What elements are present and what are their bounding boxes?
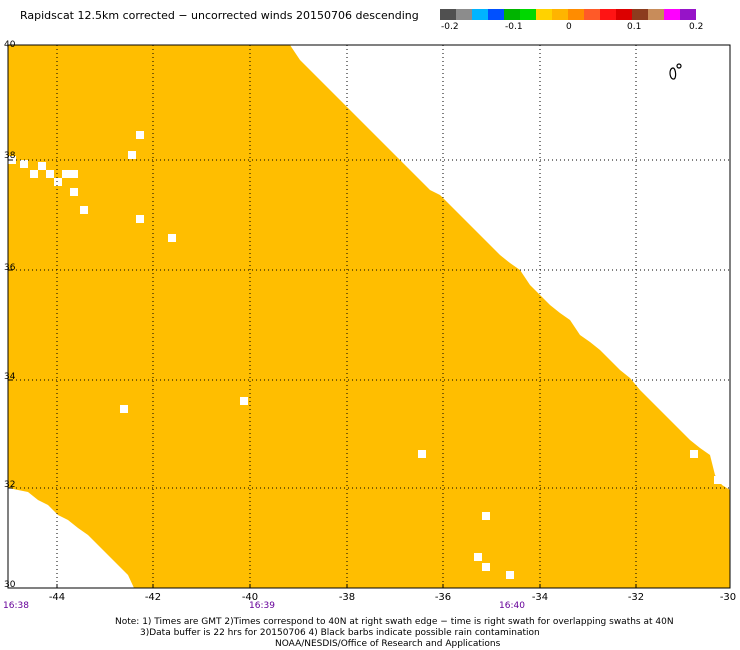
lon-label: -34	[531, 592, 549, 603]
no-data-cell	[46, 170, 54, 178]
colorbar-tick-label: 0	[566, 22, 572, 32]
time-label: 16:39	[249, 601, 275, 611]
land-outline	[669, 63, 682, 80]
colorbar-tick-label: -0.2	[441, 22, 459, 32]
no-data-cell	[30, 170, 38, 178]
lon-label: -38	[338, 592, 356, 603]
no-data-cell	[136, 215, 144, 223]
map-title: Rapidscat 12.5km corrected − uncorrected…	[20, 9, 419, 22]
lon-label: -36	[434, 592, 452, 603]
colorbar-segment	[552, 9, 568, 20]
no-data-cell	[70, 188, 78, 196]
colorbar-segment	[456, 9, 472, 20]
no-data-cell	[128, 151, 136, 159]
lon-label: -32	[627, 592, 645, 603]
no-data-cell	[240, 397, 248, 405]
lat-label: 32	[4, 480, 16, 490]
lon-label: -30	[719, 592, 737, 603]
no-data-cell	[506, 571, 514, 579]
colorbar-segment	[600, 9, 616, 20]
time-label: 16:38	[3, 601, 29, 611]
colorbar-segment	[584, 9, 600, 20]
lat-label: 40	[4, 40, 16, 50]
note-line-1: Note: 1) Times are GMT 2)Times correspon…	[115, 617, 674, 627]
note-line-3: NOAA/NESDIS/Office of Research and Appli…	[275, 639, 501, 649]
note-line-2: 3)Data buffer is 22 hrs for 20150706 4) …	[140, 628, 540, 638]
no-data-cell	[168, 234, 176, 242]
colorbar-tick-label: -0.1	[505, 22, 523, 32]
colorbar-segment	[520, 9, 536, 20]
colorbar-segment	[504, 9, 520, 20]
lon-label: -44	[48, 592, 66, 603]
colorbar-segment	[680, 9, 696, 20]
lat-label: 30	[4, 580, 16, 590]
no-data-cell	[714, 476, 722, 484]
no-data-cell	[474, 553, 482, 561]
no-data-cell	[80, 206, 88, 214]
lon-label: -40	[241, 592, 259, 603]
colorbar-segment	[648, 9, 664, 20]
swath-area	[8, 45, 730, 588]
no-data-cell	[20, 160, 28, 168]
no-data-cell	[38, 162, 46, 170]
colorbar-segment	[472, 9, 488, 20]
no-data-cell	[136, 131, 144, 139]
colorbar-segment	[632, 9, 648, 20]
no-data-cell	[120, 405, 128, 413]
no-data-cell	[54, 178, 62, 186]
no-data-cell	[62, 170, 70, 178]
colorbar-segment	[488, 9, 504, 20]
colorbar-tick-label: 0.2	[689, 22, 704, 32]
colorbar-segment	[616, 9, 632, 20]
colorbar-segment	[536, 9, 552, 20]
colorbar-segment	[568, 9, 584, 20]
no-data-cell	[690, 450, 698, 458]
colorbar-segment	[664, 9, 680, 20]
color-scale-bar	[440, 9, 696, 20]
no-data-cell	[70, 170, 78, 178]
time-label: 16:40	[499, 601, 525, 611]
lat-label: 38	[4, 151, 16, 161]
lon-label: -42	[144, 592, 162, 603]
no-data-cell	[482, 512, 490, 520]
no-data-cell	[418, 450, 426, 458]
map-frame	[7, 44, 731, 589]
lat-label: 34	[4, 372, 16, 382]
colorbar-tick-label: 0.1	[627, 22, 642, 32]
lat-label: 36	[4, 263, 16, 273]
no-data-cell	[482, 563, 490, 571]
colorbar-segment	[440, 9, 456, 20]
